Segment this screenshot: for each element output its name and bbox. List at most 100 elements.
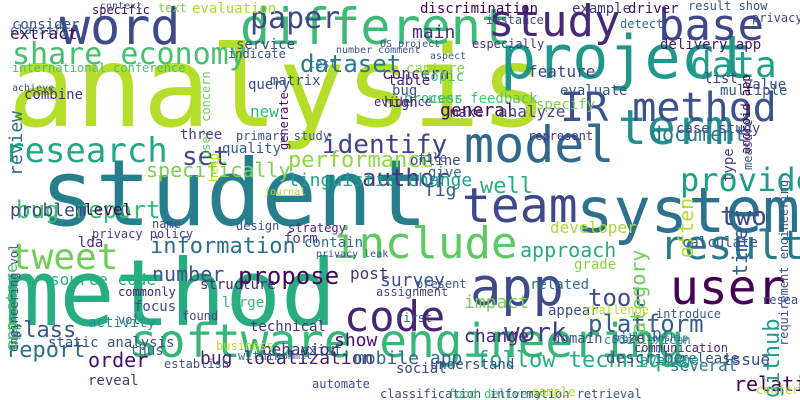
word-represent: represent <box>528 129 594 143</box>
word-include: include <box>332 218 518 269</box>
word-type: type <box>721 148 737 182</box>
word-online: online <box>410 153 461 169</box>
word-classification: classification <box>380 387 482 400</box>
word-combine: combine <box>24 87 84 103</box>
word-specify: specify <box>536 97 596 113</box>
word-impact: impact <box>464 292 530 313</box>
word-exist: exist <box>300 343 343 359</box>
word-help: help <box>207 153 221 182</box>
word-base: base <box>658 0 764 51</box>
word-related: related <box>530 277 590 293</box>
word-different: different <box>240 0 511 56</box>
word-bug: bug <box>392 83 418 99</box>
word-method: method <box>4 240 337 347</box>
word-driver: driver <box>628 1 679 17</box>
word-research-question: research question <box>762 293 800 307</box>
word-pr: pr <box>652 324 672 343</box>
word-technical: technical <box>250 319 326 335</box>
word-author: author <box>362 164 449 192</box>
word-model: model <box>464 116 615 174</box>
word-requirement-engineering: requirement engineering <box>777 179 791 346</box>
word-domain-size: domain size <box>552 331 645 347</box>
word-user: user <box>670 260 786 316</box>
word-quality: quality <box>222 141 282 157</box>
word-software-engineering: software engineering <box>130 314 684 368</box>
word-word: word <box>60 0 181 56</box>
word-reveal: reveal <box>88 373 139 389</box>
word-information-retrieval: information retrieval <box>490 387 642 400</box>
word-term: term <box>618 100 734 156</box>
word-strategy: strategy <box>288 221 346 235</box>
word-example: example <box>572 1 632 17</box>
word-form: form <box>284 231 318 247</box>
word-privacy-leak: privacy leak <box>316 249 389 260</box>
word-main: main <box>412 22 456 43</box>
word-process: process <box>404 91 464 107</box>
word-evaluation: evaluation <box>192 1 277 17</box>
word-tweet: tweet <box>10 237 119 278</box>
word-concern: concern <box>382 64 450 83</box>
word-review: review <box>6 110 27 176</box>
word-share-economy: share economy <box>12 37 247 72</box>
word-general: general <box>440 100 516 121</box>
word-present: present <box>416 277 467 291</box>
word-code-lexicon: code lexicon <box>604 333 691 347</box>
word-design: design <box>236 219 280 233</box>
word-first: first <box>396 311 433 325</box>
word-commit: commit <box>276 351 313 362</box>
word-consider: consider <box>12 17 80 33</box>
word-appear: appear <box>548 303 599 319</box>
word-indicate: indicate <box>228 47 286 61</box>
word-information: information <box>150 234 296 259</box>
word-automate: automate <box>312 377 370 391</box>
word-identify: identify <box>322 130 448 160</box>
word-describe: describe <box>606 348 684 367</box>
word-performance: performance <box>288 148 434 173</box>
word-dataset: dataset <box>300 50 402 78</box>
word-list: list <box>704 71 738 87</box>
word-level: level <box>84 200 133 219</box>
word-business: business <box>216 339 274 353</box>
word-query: query <box>248 77 291 93</box>
word-developer: developer <box>550 218 637 237</box>
word-assignment: assignment <box>376 285 449 299</box>
word-discrimination: discrimination <box>420 1 539 17</box>
word-app: app <box>470 258 564 318</box>
word-social: social <box>396 361 447 377</box>
word-work: work <box>504 318 567 348</box>
word-commonly: commonly <box>118 285 176 299</box>
word-high: high <box>384 95 418 111</box>
word-value: value <box>744 77 787 93</box>
word-platform: platform <box>588 310 704 338</box>
word-number: number <box>152 262 225 286</box>
word-capture: capture <box>406 61 466 77</box>
word-order: order <box>88 348 149 372</box>
word-achieve: achieve <box>12 83 55 94</box>
word-service: service <box>236 37 296 53</box>
word-challenge: challenge <box>584 303 650 317</box>
word-within: within <box>238 349 282 363</box>
word-privacy-policy: privacy policy <box>92 227 194 241</box>
word-communication: communication <box>634 341 728 355</box>
word-especially: especially <box>472 37 545 51</box>
word-lda: lda <box>78 235 104 251</box>
word-survey: survey <box>380 270 446 291</box>
word-grade: grade <box>574 257 617 273</box>
word-thus: thus <box>130 343 164 359</box>
word-structure: structure <box>200 277 276 293</box>
word-follow-technique: follow technique <box>476 348 688 373</box>
word-focus: focus <box>134 299 177 315</box>
word-behavior: behavior <box>262 340 340 359</box>
word-release: release <box>680 351 740 367</box>
word-new: new <box>250 102 279 121</box>
word-contain: contain <box>304 235 364 251</box>
word-problem: problem <box>10 200 86 221</box>
word-propose: propose <box>238 262 340 290</box>
word-bug-localization: bug localization <box>200 348 374 369</box>
word-evidence: evidence <box>374 95 432 109</box>
word-conference-software: conference software <box>756 383 800 397</box>
word-large: large <box>222 295 265 311</box>
word-name: name <box>152 217 181 231</box>
word-two: two <box>720 202 767 232</box>
word-study: study <box>488 0 621 47</box>
